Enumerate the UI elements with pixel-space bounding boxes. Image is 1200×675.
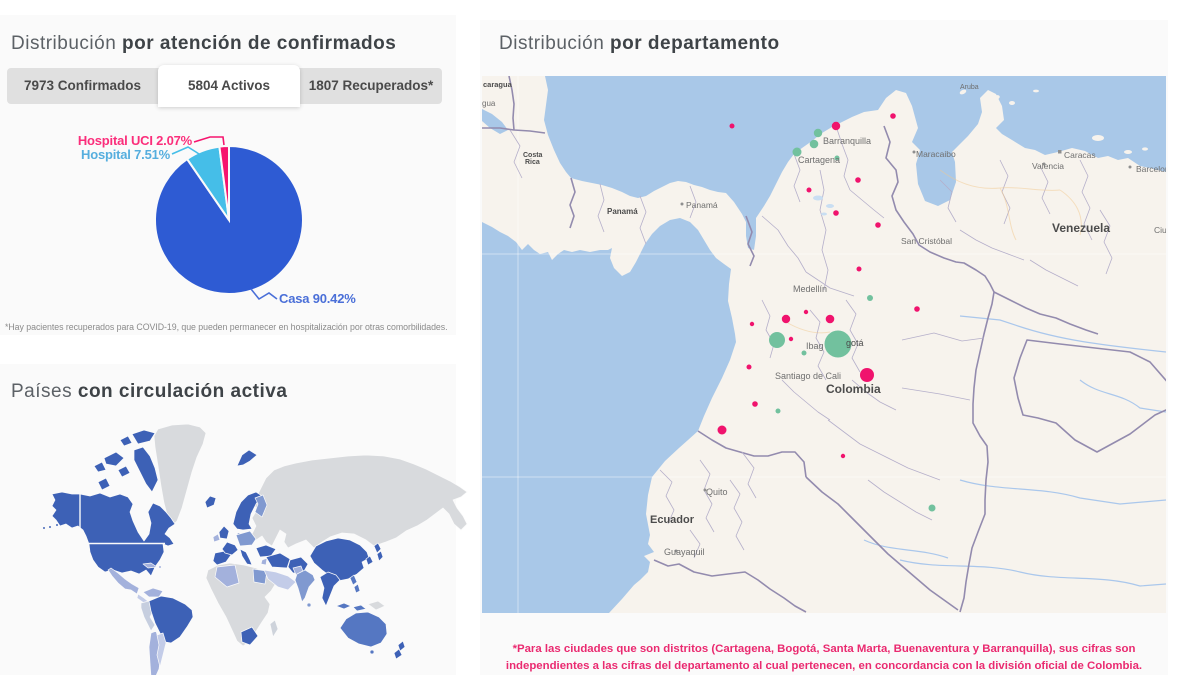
svg-text:Ibag: Ibag (806, 341, 824, 351)
svg-text:Aruba: Aruba (960, 84, 979, 91)
svg-text:Maracaibo: Maracaibo (916, 149, 956, 159)
svg-text:gua: gua (482, 99, 496, 108)
svg-text:Guayaquil: Guayaquil (664, 547, 705, 557)
svg-text:Medellín: Medellín (793, 284, 827, 294)
svg-text:Costa: Costa (523, 152, 543, 159)
svg-text:Panamá: Panamá (686, 200, 718, 210)
svg-text:Panamá: Panamá (607, 207, 638, 216)
svg-text:Valencia: Valencia (1032, 161, 1064, 171)
svg-text:Colombia: Colombia (826, 382, 881, 396)
svg-text:gotá: gotá (846, 338, 864, 348)
svg-text:Barcelona: Barcelona (1136, 164, 1166, 174)
svg-text:Quito: Quito (706, 487, 728, 497)
svg-text:Venezuela: Venezuela (1052, 221, 1110, 235)
svg-text:Barranquilla: Barranquilla (823, 136, 871, 146)
svg-text:San Cristóbal: San Cristóbal (901, 236, 952, 246)
svg-text:Rica: Rica (525, 159, 540, 166)
svg-text:Santiago de Cali: Santiago de Cali (775, 371, 841, 381)
svg-text:Caracas: Caracas (1064, 150, 1096, 160)
svg-text:Cartagena: Cartagena (798, 155, 840, 165)
svg-text:caragua: caragua (483, 80, 513, 89)
svg-text:Ciu: Ciu (1154, 225, 1166, 235)
svg-text:Ecuador: Ecuador (650, 514, 695, 526)
